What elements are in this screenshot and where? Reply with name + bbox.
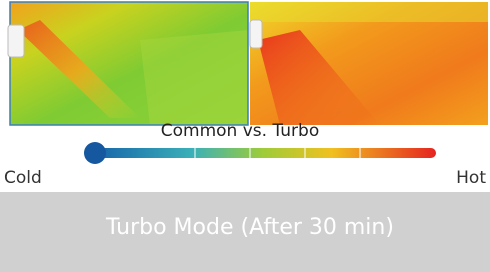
page: Common vs. Turbo Cold Hot Turbo Mode (Af… (0, 0, 490, 272)
title: Common vs. Turbo (161, 121, 319, 141)
left-thermal-map (8, 2, 248, 125)
right-thermal-map (250, 2, 488, 125)
color-scale (84, 142, 436, 164)
graphic: Common vs. Turbo Cold Hot Turbo Mode (Af… (0, 0, 490, 272)
scale-min-label: Cold (4, 168, 42, 188)
scale-max-label: Hot (456, 168, 486, 188)
caption: Turbo Mode (After 30 min) (105, 215, 394, 240)
